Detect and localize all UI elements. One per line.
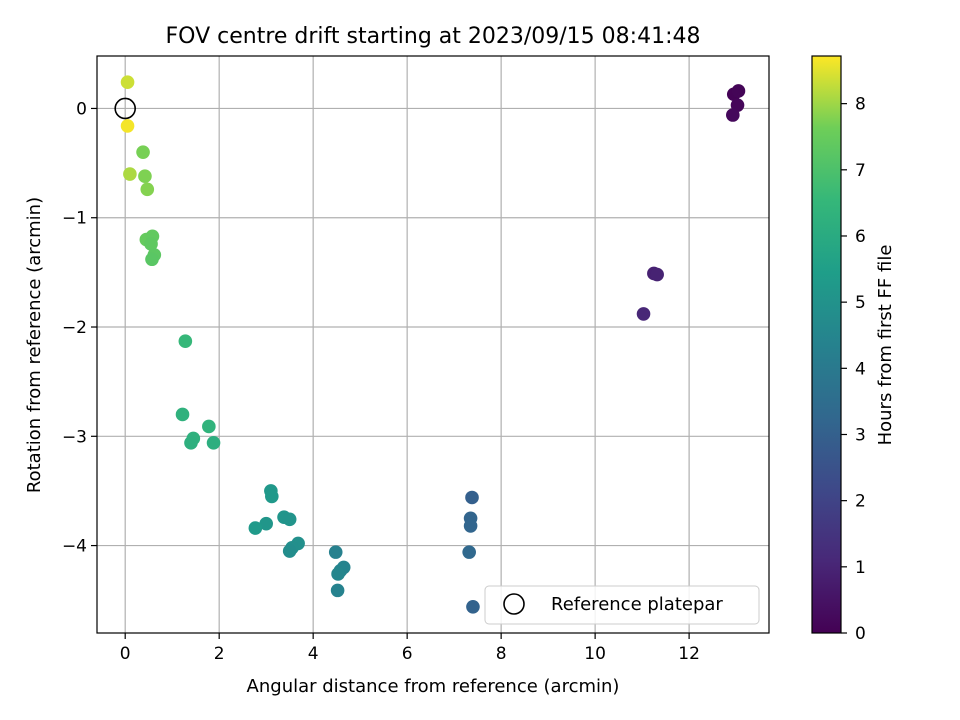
data-point (636, 307, 651, 321)
data-point (463, 519, 478, 533)
data-point (265, 489, 279, 504)
data-point (175, 407, 190, 422)
data-point (123, 167, 137, 181)
y-axis-ticks: 0 −1 −2 −3 −4 (62, 99, 97, 557)
data-point (282, 544, 297, 558)
colorbar-ticks: 0 1 2 3 4 5 6 7 8 (841, 95, 866, 644)
data-point (466, 599, 480, 614)
x-tick-label: 6 (402, 644, 413, 664)
legend-label-reference: Reference platepar (551, 594, 723, 615)
x-tick-label: 0 (120, 644, 131, 664)
data-point (726, 108, 740, 122)
x-tick-label: 2 (214, 644, 225, 664)
colorbar-gradient (811, 55, 842, 634)
y-axis-label: Rotation from reference (arcmin) (24, 197, 45, 493)
colorbar-tick-label: 3 (855, 425, 866, 445)
colorbar-tick-label: 5 (855, 293, 866, 313)
data-point (259, 516, 273, 531)
x-tick-label: 10 (584, 644, 606, 664)
chart-title: FOV centre drift starting at 2023/09/15 … (166, 24, 701, 49)
x-axis-ticks: 0 2 4 6 8 10 12 (120, 633, 700, 664)
colorbar: 0 1 2 3 4 5 6 7 8 Hours from first FF file (811, 55, 896, 644)
colorbar-tick-label: 8 (855, 95, 866, 115)
x-tick-label: 4 (308, 644, 319, 664)
colorbar-tick-label: 1 (855, 558, 866, 578)
data-point (465, 490, 479, 505)
reference-platepar-marker (114, 97, 136, 120)
colorbar-tick-label: 4 (855, 359, 866, 379)
legend-box (484, 585, 760, 625)
data-points (114, 75, 746, 614)
colorbar-tick-label: 6 (855, 227, 866, 247)
y-tick-label: −2 (62, 318, 87, 338)
data-point (248, 521, 263, 535)
plot-background (97, 56, 769, 633)
x-tick-label: 8 (496, 644, 507, 664)
data-point (330, 583, 345, 598)
data-point (282, 512, 297, 527)
data-point (328, 545, 343, 559)
colorbar-tick-label: 0 (855, 624, 866, 644)
y-tick-label: −1 (62, 209, 87, 229)
data-point (120, 75, 135, 90)
data-point (144, 237, 158, 251)
data-point (331, 567, 345, 581)
data-point (136, 145, 150, 159)
data-point (202, 419, 216, 434)
data-point (140, 182, 155, 197)
data-point (138, 169, 152, 184)
plot-frame (96, 55, 770, 634)
colorbar-label: Hours from first FF file (875, 245, 896, 446)
y-tick-label: −4 (62, 537, 87, 557)
legend-marker-reference (503, 593, 525, 615)
colorbar-tick-label: 2 (855, 492, 866, 512)
y-tick-label: 0 (76, 99, 87, 119)
data-point (462, 545, 476, 559)
grid (97, 56, 769, 633)
y-tick-label: −3 (62, 427, 87, 447)
x-axis-label: Angular distance from reference (arcmin) (247, 676, 620, 697)
data-point (145, 252, 159, 267)
data-point (650, 267, 664, 282)
x-tick-label: 12 (678, 644, 700, 664)
data-point (120, 119, 135, 133)
data-point (184, 436, 198, 450)
data-point (206, 436, 221, 450)
legend: Reference platepar (484, 585, 760, 625)
data-point (178, 334, 193, 349)
data-point (731, 84, 746, 98)
colorbar-tick-label: 7 (855, 161, 866, 181)
